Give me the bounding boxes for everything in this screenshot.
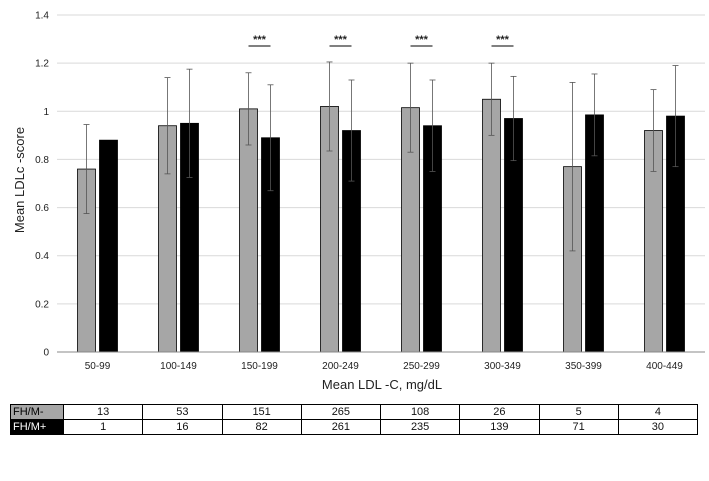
- y-tick-label: 0.2: [35, 299, 49, 310]
- y-tick-label: 1.2: [35, 59, 49, 70]
- count-cell: 265: [300, 404, 382, 420]
- x-tick-label: 400-449: [646, 361, 683, 372]
- count-row-label: FH/M-: [10, 404, 64, 420]
- y-tick-label: 0: [43, 348, 49, 359]
- bars: [77, 98, 685, 353]
- count-cell: 4: [617, 404, 699, 420]
- count-cell: 108: [379, 404, 461, 420]
- gridlines: [57, 14, 705, 305]
- count-cell: 71: [538, 419, 619, 435]
- bar: [482, 98, 501, 353]
- x-tick-labels: 50-99 100-149 150-199 200-249 250-299 300-349…: [85, 361, 684, 372]
- error-bars: [83, 61, 679, 252]
- count-cell: 26: [459, 404, 540, 420]
- count-cell: 30: [617, 419, 699, 435]
- count-table-row: FH/M+ 1 16 82 261 235 139 71 30: [10, 419, 699, 435]
- y-tick-label: 0.4: [35, 251, 49, 262]
- significance-label: ***: [334, 34, 348, 46]
- significance-label: ***: [496, 34, 510, 46]
- count-table: FH/M- 13 53 151 265 108 26 5 4 FH/M+ 1 16 82 261 235 13…: [10, 404, 699, 435]
- count-cell: 139: [459, 419, 540, 435]
- count-cell: 53: [142, 404, 223, 420]
- significance-markers: *** *** *** ***: [248, 34, 514, 47]
- significance-label: ***: [415, 34, 429, 46]
- count-cell: 13: [62, 404, 144, 420]
- y-tick-label: 1: [43, 107, 49, 118]
- count-cell: 151: [221, 404, 302, 420]
- y-tick-labels: 0 0.2 0.4 0.6 0.8 1 1.2 1.4: [35, 11, 49, 359]
- count-cell: 82: [221, 419, 302, 435]
- x-tick-label: 350-399: [565, 361, 602, 372]
- y-tick-label: 0.8: [35, 155, 49, 166]
- y-tick-label: 0.6: [35, 203, 49, 214]
- x-tick-label: 200-249: [322, 361, 359, 372]
- y-axis-title: Mean LDLc -score: [12, 127, 27, 233]
- y-tick-label: 1.4: [35, 11, 49, 22]
- count-cell: 5: [538, 404, 619, 420]
- x-axis-title: Mean LDL -C, mg/dL: [322, 377, 442, 392]
- x-tick-label: 50-99: [85, 361, 111, 372]
- bar-chart: 0 0.2 0.4 0.6 0.8 1 1.2 1.4 *** *** *** *** 50-99 1…: [12, 11, 705, 392]
- count-cell: 261: [300, 419, 382, 435]
- count-cell: 1: [62, 419, 144, 435]
- count-row-label: FH/M+: [10, 419, 64, 435]
- x-tick-label: 300-349: [484, 361, 521, 372]
- x-tick-label: 250-299: [403, 361, 440, 372]
- count-cell: 16: [142, 419, 223, 435]
- x-tick-label: 100-149: [160, 361, 197, 372]
- count-cell: 235: [379, 419, 461, 435]
- x-tick-label: 150-199: [241, 361, 278, 372]
- count-table-row: FH/M- 13 53 151 265 108 26 5 4: [10, 404, 699, 420]
- significance-label: ***: [253, 34, 267, 46]
- bar: [99, 139, 118, 353]
